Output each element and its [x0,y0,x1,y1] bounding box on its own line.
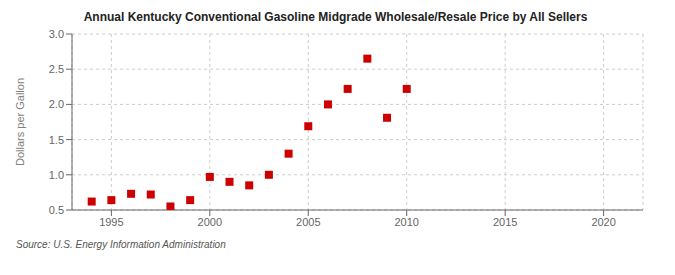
svg-text:0.5: 0.5 [49,204,64,216]
svg-text:1.0: 1.0 [49,169,64,181]
svg-text:3.0: 3.0 [49,28,64,40]
svg-text:1995: 1995 [99,216,123,228]
svg-text:2000: 2000 [198,216,222,228]
svg-text:2010: 2010 [394,216,418,228]
svg-text:2.0: 2.0 [49,98,64,110]
svg-text:2.5: 2.5 [49,63,64,75]
svg-text:Dollars per Gallon: Dollars per Gallon [14,78,26,166]
svg-text:1.5: 1.5 [49,134,64,146]
html-text:Source: U.S. Energy Informatio: Source: U.S. Energy Information Administ… [16,239,226,250]
html-text:Annual Kentucky Conventional G: Annual Kentucky Conventional Gasoline Mi… [83,10,588,24]
svg-text:2020: 2020 [591,216,615,228]
svg-text:2005: 2005 [296,216,320,228]
svg-text:2015: 2015 [493,216,517,228]
